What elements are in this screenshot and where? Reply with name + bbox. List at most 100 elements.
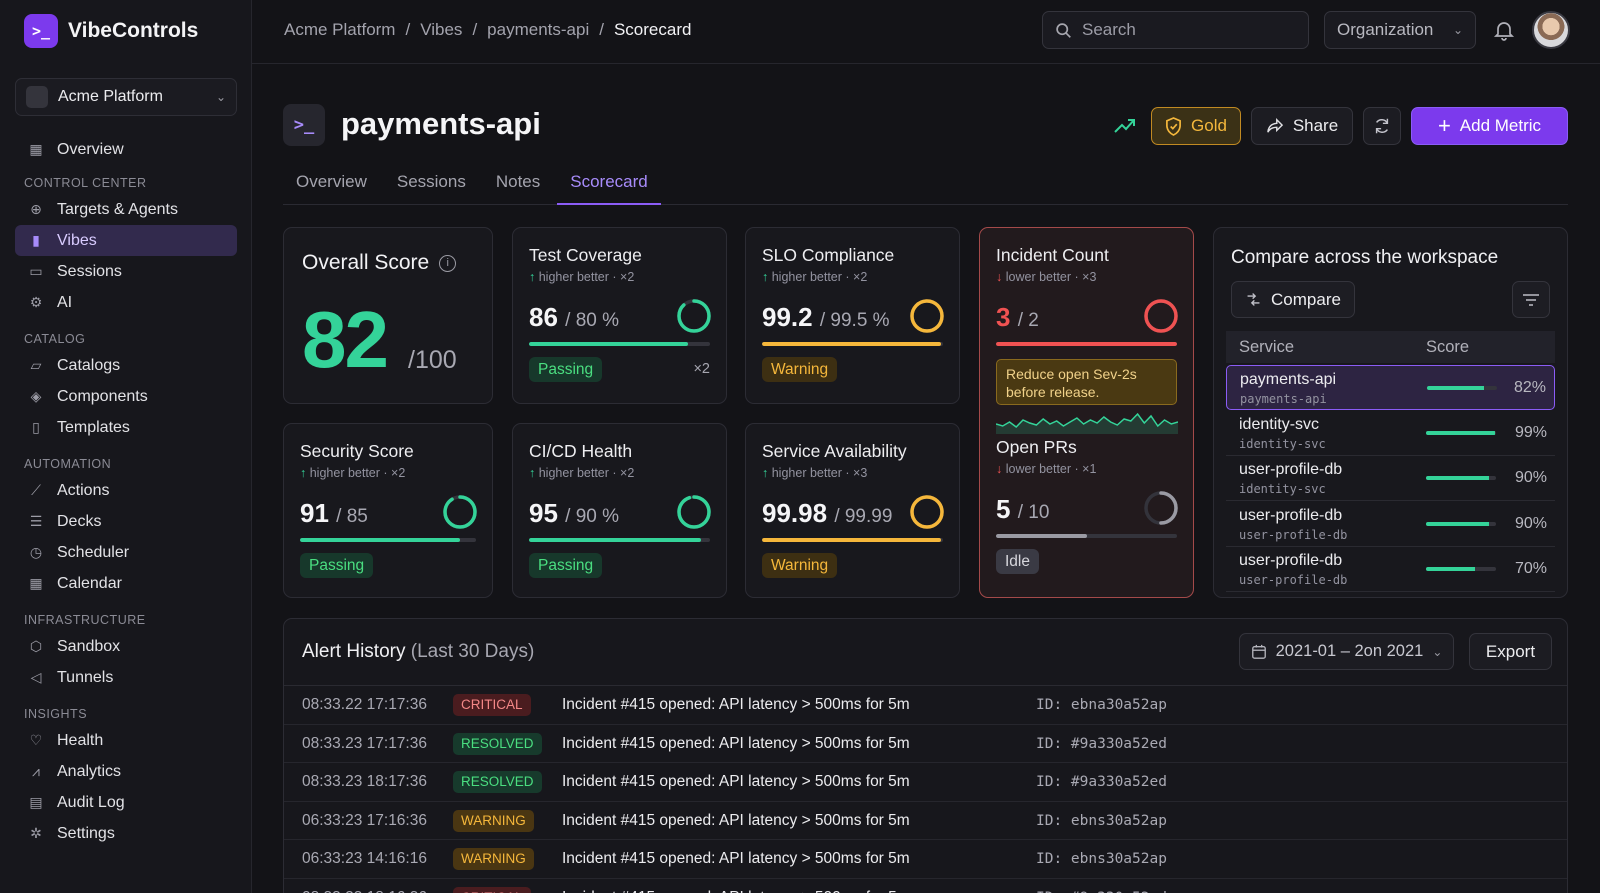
- user-avatar[interactable]: [1532, 11, 1570, 49]
- status-badge: Warning: [762, 553, 838, 578]
- sidebar-item-label: Components: [57, 387, 148, 405]
- sidebar-item-label: Overview: [57, 140, 124, 158]
- chevron-down-icon: ⌄: [1432, 644, 1443, 659]
- compare-card: Compare across the workspace Compare Ser…: [1213, 227, 1568, 598]
- org-selector[interactable]: Acme Platform ⌄: [15, 78, 237, 116]
- incident-sparkline: [996, 412, 1178, 434]
- compare-title: Compare across the workspace: [1231, 247, 1499, 268]
- date-range-picker[interactable]: 2021-01 – 2on 2021 ⌄: [1239, 633, 1454, 670]
- progress-ring: [1144, 299, 1178, 333]
- metric-current: 99.2: [762, 302, 813, 332]
- metric-card-incident-count[interactable]: Incident Count ↓ lower better · ×3 3 / 2 Re…: [979, 227, 1194, 598]
- sidebar-item-tunnels[interactable]: ◁ Tunnels: [15, 662, 237, 693]
- sidebar-item-label: Tunnels: [57, 668, 114, 686]
- organization-dropdown[interactable]: Organization ⌄: [1324, 11, 1476, 49]
- filter-button[interactable]: [1512, 281, 1550, 318]
- sidebar-item-health[interactable]: ♡ Health: [15, 725, 237, 756]
- sidebar-item-catalogs[interactable]: ▱ Catalogs: [15, 350, 237, 381]
- service-id: user-profile-db: [1239, 573, 1348, 587]
- sidebar-item-calendar[interactable]: ▦ Calendar: [15, 568, 237, 599]
- sidebar-section-title: INFRASTRUCTURE: [24, 613, 146, 627]
- sidebar-item-targets-agents[interactable]: ⊕ Targets & Agents: [15, 194, 237, 225]
- tab-notes[interactable]: Notes: [495, 172, 541, 191]
- sidebar-item-settings[interactable]: ✲ Settings: [15, 818, 237, 849]
- compare-row[interactable]: user-profile-db user-profile-db 70%: [1226, 547, 1555, 592]
- alert-row[interactable]: 08:33.23 18:17:36 RESOLVED Incident #415 o…: [284, 763, 1567, 802]
- metric-direction: higher better · ×2: [771, 270, 868, 284]
- breadcrumb-item[interactable]: payments-api: [487, 20, 590, 39]
- search-box[interactable]: [1042, 11, 1309, 49]
- alert-history-title: Alert History (Last 30 Days): [302, 641, 534, 663]
- metric-card-security-score[interactable]: Security Score ↑ higher better · ×2 91 / 8…: [283, 423, 493, 598]
- alert-row[interactable]: 08:33.23 17:17:36 RESOLVED Incident #415 o…: [284, 725, 1567, 763]
- sidebar-item-sessions[interactable]: ▭ Sessions: [15, 256, 237, 287]
- sidebar-item-vibes[interactable]: ▮ Vibes: [15, 225, 237, 256]
- sidebar-item-label: Catalogs: [57, 356, 121, 374]
- metric-current: 91: [300, 498, 329, 528]
- metric-direction: higher better · ×2: [538, 270, 635, 284]
- overall-score-max: /100: [408, 346, 457, 374]
- bell-icon[interactable]: [1492, 18, 1516, 42]
- compare-button[interactable]: Compare: [1231, 281, 1355, 318]
- sidebar-item-decks[interactable]: ☰ Decks: [15, 506, 237, 537]
- metric-name: Open PRs: [996, 437, 1077, 457]
- sidebar-item-ai[interactable]: ⚙ AI: [15, 287, 237, 318]
- sidebar-item-audit-log[interactable]: ▤ Audit Log: [15, 787, 237, 818]
- alert-message: Incident #415 opened: API latency > 500m…: [562, 811, 910, 829]
- refresh-button[interactable]: [1363, 107, 1401, 145]
- service-id: payments-api: [1240, 392, 1327, 406]
- sidebar-item-components[interactable]: ◈ Components: [15, 381, 237, 412]
- sidebar-item-templates[interactable]: ▯ Templates: [15, 412, 237, 443]
- metric-content: Service Availability ↑ higher better · ×3…: [746, 424, 959, 601]
- severity-badge: RESOLVED: [453, 771, 542, 793]
- tab-scorecard[interactable]: Scorecard: [557, 166, 661, 205]
- tab-overview[interactable]: Overview: [296, 172, 367, 191]
- service-name: payments-api: [1240, 371, 1337, 388]
- metric-content: Open PRs ↓ lower better · ×1 5 / 10 Idle: [980, 420, 1193, 597]
- sidebar-item-actions[interactable]: ⟋ Actions: [15, 475, 237, 506]
- alert-row[interactable]: 06:33:23 14:16:16 WARNING Incident #415 op…: [284, 840, 1567, 879]
- alert-row[interactable]: 06:33:23 17:16:36 WARNING Incident #415 op…: [284, 802, 1567, 840]
- service-id: identity-svc: [1239, 436, 1326, 451]
- sidebar-item-scheduler[interactable]: ◷ Scheduler: [15, 537, 237, 568]
- chart-icon: ⩘: [32, 763, 40, 779]
- compare-row[interactable]: user-profile-db identity-svc 90%: [1226, 456, 1555, 501]
- alert-row[interactable]: 08:33.23 18:16:36 CRITICAL Incident #415 o…: [284, 879, 1567, 893]
- alert-row[interactable]: 08:33.22 17:17:36 CRITICAL Incident #415 o…: [284, 686, 1567, 725]
- gold-tier-button[interactable]: Gold: [1151, 107, 1241, 145]
- search-input[interactable]: [1082, 20, 1282, 40]
- share-button[interactable]: Share: [1251, 107, 1353, 145]
- video-icon: ▭: [29, 263, 43, 279]
- breadcrumb: Acme Platform / Vibes / payments-api / Scor…: [284, 20, 691, 40]
- metric-target: / 99.99: [834, 506, 893, 527]
- folder-icon: ▱: [30, 357, 42, 373]
- sidebar-item-label: Scheduler: [57, 543, 130, 561]
- compare-row[interactable]: payments-api payments-api 82%: [1226, 365, 1555, 410]
- metric-card-test-coverage[interactable]: Test Coverage ↑ higher better · ×2 86 / 80…: [512, 227, 727, 404]
- status-badge: Passing: [300, 553, 374, 578]
- info-icon[interactable]: i: [439, 254, 457, 272]
- add-metric-button[interactable]: + Add Metric: [1411, 107, 1568, 145]
- arrow-down-icon: ↓: [996, 270, 1006, 284]
- score-bar: [1427, 386, 1497, 390]
- sidebar-item-sandbox[interactable]: ⬡ Sandbox: [15, 631, 237, 662]
- alert-id: ID: ebns30a52ap: [1036, 812, 1167, 829]
- brand[interactable]: >_ VibeControls: [24, 14, 198, 48]
- sidebar-item-analytics[interactable]: ⩘ Analytics: [15, 756, 237, 787]
- compare-row[interactable]: identity-svc identity-svc 99%: [1226, 411, 1555, 456]
- status-badge: Idle: [996, 549, 1039, 574]
- compare-row[interactable]: user-profile-db user-profile-db 90%: [1226, 502, 1555, 547]
- export-button[interactable]: Export: [1469, 633, 1552, 670]
- org-label: Acme Platform: [58, 88, 163, 105]
- breadcrumb-separator: /: [472, 20, 478, 39]
- sidebar-item-overview[interactable]: ▦ Overview: [15, 134, 237, 165]
- breadcrumb-item[interactable]: Vibes: [420, 20, 463, 39]
- metric-card-cicd-health[interactable]: CI/CD Health ↑ higher better · ×2 95 / 90 …: [512, 423, 727, 598]
- score-bar-fill: [1426, 521, 1489, 526]
- tab-sessions[interactable]: Sessions: [396, 172, 466, 191]
- trend-up-icon[interactable]: [1113, 114, 1137, 136]
- breadcrumb-item[interactable]: Acme Platform: [284, 20, 396, 39]
- metric-card-service-availability[interactable]: Service Availability ↑ higher better · ×3…: [745, 423, 960, 598]
- progress-ring: [443, 495, 477, 529]
- metric-card-slo-compliance[interactable]: SLO Compliance ↑ higher better · ×2 99.2 /…: [745, 227, 960, 404]
